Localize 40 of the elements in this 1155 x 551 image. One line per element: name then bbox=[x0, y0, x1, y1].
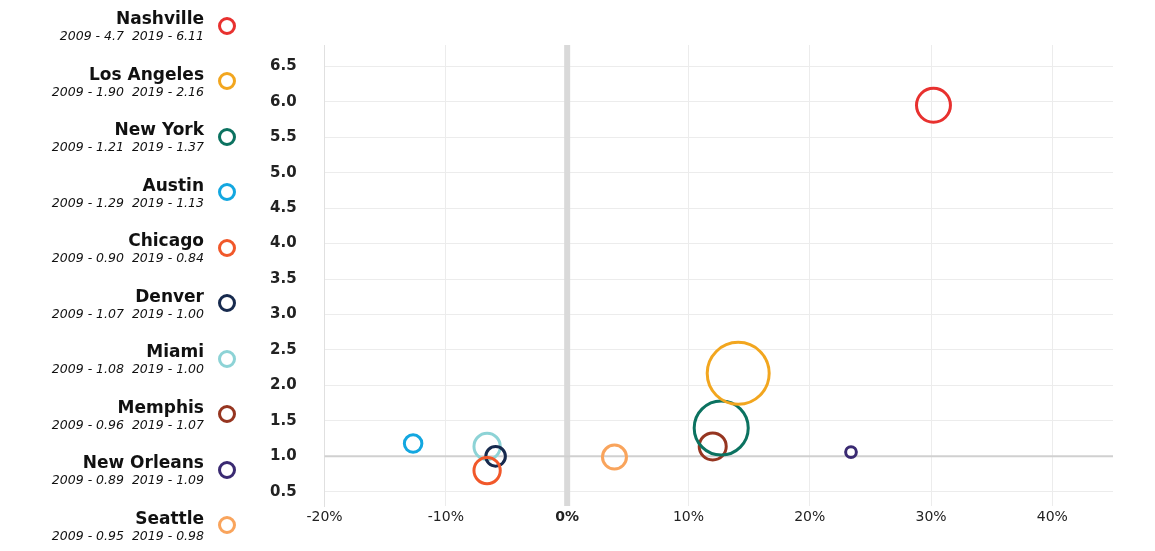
text: 2009 - 4.7 2019 - 6.11 bbox=[59, 28, 204, 43]
y-tick-label: 1.0 bbox=[269, 446, 297, 465]
text: 2009 - 0.89 2019 - 1.09 bbox=[51, 472, 204, 488]
y-tick-label: 4.0 bbox=[269, 233, 297, 252]
y-tick-label: 0.5 bbox=[269, 481, 297, 500]
y-tick-label: 2.5 bbox=[269, 339, 297, 358]
text: 2009 - 0.95 2019 - 0.98 bbox=[51, 527, 204, 543]
text: 2009 - 0.90 2019 - 0.84 bbox=[51, 250, 204, 266]
x-tick-label: 20% bbox=[794, 508, 826, 525]
legend-label: Memphis bbox=[116, 396, 204, 417]
text: 2009 - 1.07 2019 - 1.00 bbox=[51, 305, 204, 321]
x-tick-label: -20% bbox=[306, 508, 343, 525]
legend-label: Seattle bbox=[134, 507, 204, 528]
text: 2009 - 1.21 2019 - 1.37 bbox=[51, 139, 204, 155]
y-tick-label: 2.0 bbox=[269, 375, 297, 394]
x-tick-label: 0% bbox=[555, 508, 580, 525]
text: 2009 - 1.29 2019 - 1.13 bbox=[51, 194, 204, 210]
y-tick-label: 5.5 bbox=[269, 127, 297, 146]
y-tick-label: 3.5 bbox=[269, 268, 297, 287]
y-tick-label: 5.0 bbox=[269, 162, 297, 181]
x-tick-label: 30% bbox=[915, 508, 947, 525]
x-tick-label: 40% bbox=[1036, 508, 1068, 525]
legend-label: New Orleans bbox=[81, 452, 204, 473]
legend-label: Chicago bbox=[127, 230, 204, 251]
text: 2009 - 1.90 2019 - 2.16 bbox=[51, 83, 204, 99]
legend-label: Nashville bbox=[115, 8, 204, 28]
legend-label: Denver bbox=[134, 285, 204, 306]
y-tick-label: 3.0 bbox=[269, 304, 297, 323]
y-tick-label: 6.5 bbox=[269, 56, 297, 75]
x-tick-label: -10% bbox=[427, 508, 464, 525]
y-tick-label: 6.0 bbox=[269, 91, 297, 110]
legend-label: Los Angeles bbox=[88, 63, 204, 84]
x-tick-label: 10% bbox=[672, 508, 705, 525]
text: 2009 - 0.96 2019 - 1.07 bbox=[51, 416, 204, 432]
legend-label: Miami bbox=[145, 341, 204, 362]
y-tick-label: 4.5 bbox=[269, 198, 297, 217]
legend-label: Austin bbox=[141, 174, 204, 195]
legend-label: New York bbox=[113, 119, 204, 140]
y-tick-label: 1.5 bbox=[269, 410, 297, 429]
text: 2009 - 1.08 2019 - 1.00 bbox=[51, 361, 204, 377]
